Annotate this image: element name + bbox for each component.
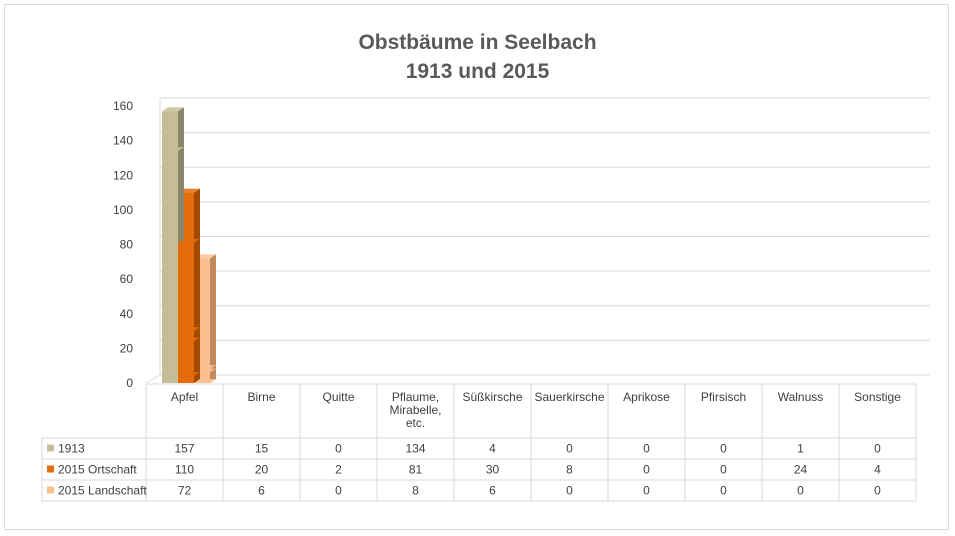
data-value-label: 2 xyxy=(335,463,342,477)
bar-top xyxy=(178,327,200,332)
data-value-label: 24 xyxy=(794,463,808,477)
legend-key xyxy=(47,486,54,494)
data-value-label: 4 xyxy=(489,442,496,456)
data-value-label: 0 xyxy=(720,463,727,477)
data-value-label: 4 xyxy=(874,463,881,477)
data-value-label: 8 xyxy=(566,463,573,477)
y-tick-label: 100 xyxy=(113,203,133,217)
data-value-label: 0 xyxy=(643,484,650,498)
category-label: Aprikose xyxy=(623,390,670,404)
data-value-label: 134 xyxy=(405,442,425,456)
category-label-line: Apfel xyxy=(171,390,198,404)
y-axis-ticks: 0 20 40 60 80 100 120 140 160 xyxy=(113,99,133,390)
y-tick-label: 120 xyxy=(113,168,133,182)
legend-label: 1913 xyxy=(58,442,85,456)
data-value-label: 72 xyxy=(178,484,192,498)
data-value-label: 0 xyxy=(874,442,881,456)
bar-front xyxy=(194,372,210,383)
category-label-line: Süßkirsche xyxy=(462,390,522,404)
y-tick-label: 20 xyxy=(120,341,134,355)
chart-title-line-1: Obstbäume in Seelbach xyxy=(358,31,597,54)
category-label: Pfirsisch xyxy=(701,390,746,404)
legend-label: 2015 Landschaft xyxy=(58,484,147,498)
category-label: Apfel xyxy=(171,390,198,404)
data-value-label: 157 xyxy=(174,442,194,456)
y-tick-label: 40 xyxy=(120,307,134,321)
category-label: Walnuss xyxy=(778,390,824,404)
data-value-label: 15 xyxy=(255,442,269,456)
data-value-label: 81 xyxy=(409,463,423,477)
data-value-label: 6 xyxy=(489,484,496,498)
legend-key xyxy=(47,444,54,452)
data-value-label: 0 xyxy=(566,442,573,456)
category-label-line: Walnuss xyxy=(778,390,824,404)
data-value-label: 110 xyxy=(175,463,194,477)
category-label-line: Quitte xyxy=(322,390,354,404)
legend-key xyxy=(47,465,54,473)
bar-side xyxy=(210,254,216,383)
data-value-label: 1 xyxy=(797,442,804,456)
data-table: Apfel Birne Quitte Pflaume, Mirabelle, etc. Sü… xyxy=(41,383,917,502)
data-value-label: 30 xyxy=(486,463,500,477)
bar-side xyxy=(194,372,200,383)
floor-edge-left xyxy=(145,374,161,384)
bar-front xyxy=(178,376,194,383)
y-tick-label: 0 xyxy=(126,376,133,390)
chart-title-line-2: 1913 und 2015 xyxy=(405,60,550,83)
data-value-label: 8 xyxy=(412,484,419,498)
category-label-line: Birne xyxy=(247,390,275,404)
bar xyxy=(178,372,200,383)
data-value-label: 0 xyxy=(566,484,573,498)
bar-side xyxy=(194,337,200,383)
category-label: Sauerkirsche xyxy=(534,390,604,404)
bar-top xyxy=(162,147,184,152)
data-value-label: 0 xyxy=(335,484,342,498)
data-value-label: 0 xyxy=(643,442,650,456)
category-label-line: Pfirsisch xyxy=(701,390,746,404)
category-label-line: Pflaume, xyxy=(392,390,439,404)
data-value-label: 6 xyxy=(258,484,265,498)
bar-top xyxy=(178,238,200,243)
bar-top xyxy=(178,372,200,377)
category-label-line: Mirabelle, xyxy=(389,403,441,417)
category-label-line: Aprikose xyxy=(623,390,670,404)
data-value-label: 0 xyxy=(874,484,881,498)
data-value-label: 0 xyxy=(643,463,650,477)
category-label: Birne xyxy=(247,390,275,404)
category-label-line: etc. xyxy=(406,416,425,430)
chart-frame xyxy=(4,4,949,530)
category-label-line: Sauerkirsche xyxy=(534,390,604,404)
category-label: Quitte xyxy=(322,390,354,404)
y-tick-label: 160 xyxy=(113,99,133,113)
data-value-label: 0 xyxy=(335,442,342,456)
data-value-label: 0 xyxy=(720,484,727,498)
category-label: Süßkirsche xyxy=(462,390,522,404)
bar-top xyxy=(162,107,184,112)
data-value-label: 20 xyxy=(255,463,269,477)
category-label: Sonstige xyxy=(854,390,901,404)
category-label: Pflaume, Mirabelle, etc. xyxy=(389,390,441,430)
data-value-label: 0 xyxy=(797,484,804,498)
chart-title: Obstbäume in Seelbach 1913 und 2015 xyxy=(0,28,955,86)
bar xyxy=(194,379,216,383)
bar-front xyxy=(162,151,178,383)
bars xyxy=(162,107,216,383)
y-tick-label: 80 xyxy=(120,238,134,252)
category-label-line: Sonstige xyxy=(854,390,901,404)
y-tick-label: 140 xyxy=(113,134,133,148)
gridlines xyxy=(160,97,930,376)
legend-label: 2015 Ortschaft xyxy=(58,463,137,477)
bar-top xyxy=(178,337,200,342)
y-tick-label: 60 xyxy=(120,272,134,286)
bar-top xyxy=(194,379,216,383)
data-value-label: 0 xyxy=(720,442,727,456)
